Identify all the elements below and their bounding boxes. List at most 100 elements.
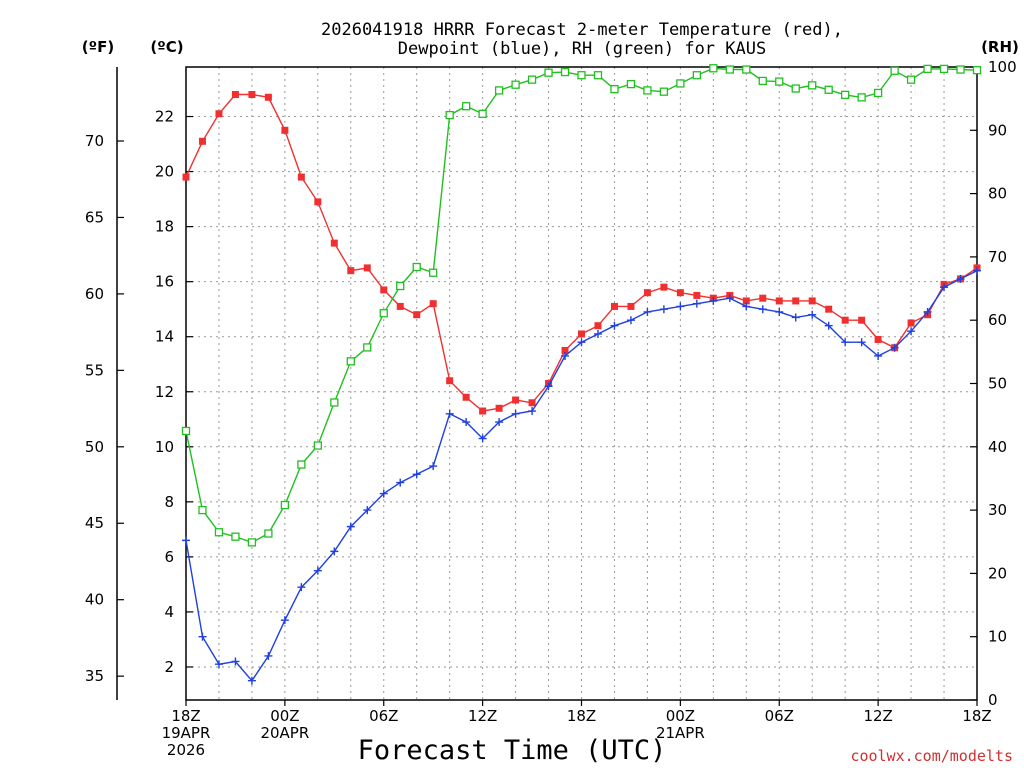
rh-point <box>379 309 388 318</box>
celsius-tick-label: 2 <box>164 658 174 676</box>
dewpoint-point <box>923 307 932 316</box>
rh-point <box>676 79 685 88</box>
x-tick-label: 06Z <box>369 707 398 725</box>
celsius-tick-label: 12 <box>155 383 174 401</box>
temperature-point <box>858 316 866 324</box>
dewpoint-point <box>643 307 652 316</box>
celsius-tick-label: 14 <box>155 328 174 346</box>
rh-point <box>972 66 982 75</box>
dewpoint-point <box>561 351 570 360</box>
dewpoint-point <box>577 338 586 347</box>
rh-point <box>610 85 619 94</box>
dewpoint-point <box>676 302 685 311</box>
rh-point <box>313 441 322 450</box>
rh-tick-label: 70 <box>988 248 1007 266</box>
temperature-point <box>297 173 305 181</box>
temperature-point <box>759 294 767 302</box>
dewpoint-point <box>214 660 223 669</box>
celsius-tick-label: 4 <box>164 603 174 621</box>
fahrenheit-tick-label: 55 <box>85 361 104 379</box>
dewpoint-point <box>462 418 471 427</box>
temperature-point <box>248 91 256 99</box>
celsius-tick-label: 10 <box>155 438 174 456</box>
rh-point <box>906 75 916 84</box>
temperature-point <box>907 319 915 327</box>
rh-point <box>560 67 570 77</box>
dewpoint-point <box>330 547 339 556</box>
series-group <box>182 266 981 685</box>
temperature-point <box>610 302 618 310</box>
temperature-point <box>347 267 355 275</box>
temperature-point <box>660 283 668 291</box>
fahrenheit-tick-label: 60 <box>85 285 104 303</box>
rh-point <box>346 357 355 366</box>
temperature-point <box>808 297 816 305</box>
fahrenheit-tick-label: 70 <box>85 132 104 150</box>
rh-tick-label: 40 <box>988 438 1007 456</box>
dewpoint-point <box>808 310 817 319</box>
rh-point <box>742 65 751 74</box>
dewpoint-point <box>626 316 635 325</box>
temperature-point <box>413 311 421 319</box>
temperature-point <box>264 93 272 101</box>
rh-point <box>297 460 306 469</box>
rh-point <box>725 65 734 74</box>
rh-point <box>841 90 850 100</box>
dewpoint-point <box>775 307 784 316</box>
fahrenheit-tick-label: 65 <box>85 208 104 226</box>
rh-point <box>709 64 718 73</box>
rh-point <box>626 79 636 89</box>
dewpoint-point <box>264 651 273 660</box>
rh-tick-label: 50 <box>988 375 1007 393</box>
dewpoint-point <box>198 632 207 641</box>
rh-tick-label: 60 <box>988 311 1007 329</box>
temperature-point <box>841 316 849 324</box>
dewpoint-point <box>841 338 850 347</box>
rh-point <box>511 80 520 89</box>
rh-point <box>923 64 932 74</box>
dewpoint-point <box>940 283 949 292</box>
rh-point <box>544 68 553 77</box>
dewpoint-point <box>528 407 537 416</box>
x-tick-label: 00Z <box>270 707 299 725</box>
rh-point <box>280 500 290 510</box>
rh-point <box>494 86 504 95</box>
rh-point <box>330 398 339 407</box>
dewpoint-point <box>709 296 718 305</box>
temperature-point <box>627 302 635 310</box>
rh-unit-label: (RH) <box>981 38 1019 56</box>
temperature-point <box>281 126 289 134</box>
temperature-point <box>512 396 520 404</box>
x-tick-label: 18Z <box>962 707 991 725</box>
temperature-point <box>462 393 470 401</box>
dewpoint-point <box>758 305 767 314</box>
rh-tick-label: 10 <box>988 628 1007 646</box>
dewpoint-point <box>313 566 322 575</box>
dewpoint-point <box>791 313 800 322</box>
dewpoint-point <box>182 536 190 545</box>
celsius-tick-label: 20 <box>155 163 174 181</box>
fahrenheit-tick-label: 45 <box>85 514 104 532</box>
rh-point <box>577 71 586 80</box>
dewpoint-point <box>692 299 701 308</box>
rh-point <box>758 76 767 86</box>
rh-point <box>791 84 800 93</box>
fahrenheit-unit-label: (ºF) <box>82 38 114 56</box>
rh-point <box>824 85 833 94</box>
dewpoint-point <box>363 506 372 515</box>
dewpoint-point <box>659 305 668 314</box>
dewpoint-point <box>379 489 388 498</box>
dewpoint-point <box>429 462 438 471</box>
temperature-point <box>231 91 239 99</box>
fahrenheit-tick-label: 35 <box>85 667 104 685</box>
series-group <box>181 64 982 547</box>
dewpoint-point <box>956 274 965 283</box>
rh-point <box>956 65 965 74</box>
dewpoint-point <box>890 343 899 352</box>
temperature-point <box>495 404 503 412</box>
x-tick-date-label: 2026 <box>167 741 205 759</box>
x-tick-date-label: 20APR <box>260 724 309 742</box>
celsius-tick-label: 8 <box>164 493 174 511</box>
